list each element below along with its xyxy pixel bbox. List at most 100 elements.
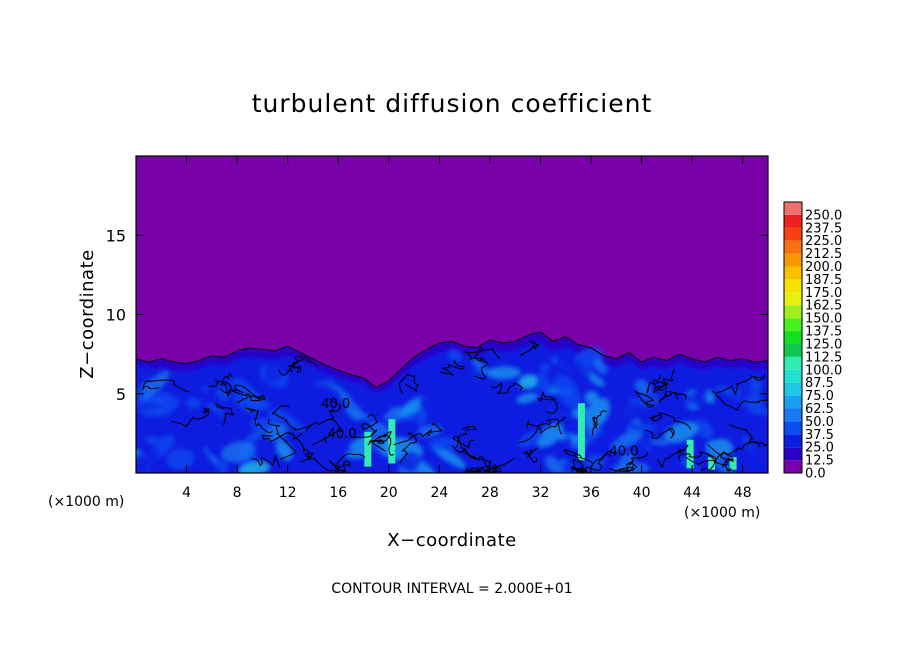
- contour-line: [369, 431, 392, 452]
- colorbar-swatch: [784, 343, 802, 357]
- field-blob: [545, 456, 563, 473]
- field-blob: [207, 444, 220, 457]
- x-tick-label: 4: [182, 485, 191, 501]
- high-value-streak: [729, 457, 737, 470]
- field-blob: [435, 382, 466, 398]
- colorbar-swatch: [784, 227, 802, 241]
- contour-line: [267, 418, 297, 460]
- turbulence-field: 40.0 40.0 40.0: [136, 331, 768, 473]
- contour-line: [367, 434, 394, 456]
- x-axis: 4 8 12 16 20 24 28 32 36 40 44 48: [182, 156, 752, 501]
- field-blob: [619, 453, 635, 469]
- field-blob: [727, 376, 755, 395]
- field-blob: [136, 462, 147, 473]
- contour-line: [570, 466, 584, 473]
- colorbar-level-label: 237.5: [805, 221, 842, 236]
- field-blob: [418, 399, 428, 407]
- field-blob: [400, 451, 421, 472]
- field-blob: [152, 392, 179, 415]
- colorbar-swatch: [784, 460, 802, 473]
- field-blob: [276, 440, 292, 460]
- field-blob: [136, 363, 161, 386]
- x-tick-label: 28: [481, 485, 499, 501]
- contour-line: [393, 423, 443, 446]
- contour-line: [463, 467, 488, 473]
- colorbar-swatch: [784, 331, 802, 344]
- y-tick-label: 15: [106, 226, 126, 245]
- x-tick-label: 24: [430, 485, 448, 501]
- colorbar-level-label: 162.5: [805, 299, 842, 314]
- x-unit-right: (×1000 m): [684, 505, 760, 521]
- x-tick-label: 36: [582, 485, 600, 501]
- field-blob: [221, 441, 256, 462]
- field-blob: [517, 393, 538, 403]
- x-tick-label: 32: [532, 485, 550, 501]
- contour-line: [634, 390, 655, 408]
- colorbar-level-label: 0.0: [805, 467, 826, 482]
- colorbar-level-label: 250.0: [805, 208, 842, 223]
- colorbar: 0.012.525.037.550.062.575.087.5100.0112.…: [783, 201, 842, 482]
- field-blob: [180, 415, 209, 441]
- contour-boundary: [136, 331, 768, 473]
- colorbar-swatch: [784, 279, 802, 293]
- contour-line: [644, 427, 675, 439]
- contour-line: [170, 408, 211, 429]
- colorbar-swatch: [784, 253, 802, 267]
- colorbar-level-label: 200.0: [805, 260, 842, 275]
- contour-line: [141, 379, 189, 393]
- field-blob: [363, 389, 373, 409]
- field-blob: [264, 359, 286, 384]
- field-blob: [611, 429, 643, 451]
- contour-line: [299, 453, 366, 473]
- x-tick-label: 48: [734, 485, 752, 501]
- contour-line: [657, 444, 689, 468]
- field-layer: [136, 341, 768, 473]
- chart-title: turbulent diffusion coefficient: [252, 89, 653, 118]
- field-blob: [719, 407, 737, 428]
- x-tick-label: 44: [683, 485, 701, 501]
- field-blob: [694, 419, 713, 439]
- field-blob: [694, 394, 704, 401]
- field-blob: [564, 435, 572, 443]
- x-axis-label: X−coordinate: [387, 530, 516, 551]
- colorbar-swatch: [784, 369, 802, 383]
- field-blob: [683, 390, 725, 407]
- contour-line: [646, 380, 669, 394]
- field-blob: [432, 445, 466, 468]
- colorbar-swatch: [784, 408, 802, 422]
- contour-line: [491, 381, 523, 394]
- field-blob: [346, 403, 363, 420]
- contour-line: [658, 390, 687, 404]
- colorbar-level-label: 212.5: [805, 247, 842, 262]
- field-blob: [204, 464, 221, 473]
- contour-line: [329, 460, 351, 473]
- colorbar-level-label: 12.5: [805, 454, 834, 469]
- field-blob: [519, 375, 537, 389]
- colorbar-level-label: 25.0: [805, 441, 834, 456]
- field-blob: [677, 407, 691, 420]
- field-blob: [304, 462, 316, 470]
- field-blob: [706, 430, 733, 442]
- contour-line: [305, 397, 341, 432]
- colorbar-level-label: 62.5: [805, 402, 834, 417]
- field-blob: [136, 415, 143, 423]
- colorbar-swatch: [784, 434, 802, 448]
- contour-line: [591, 410, 608, 436]
- contour-line: [563, 448, 612, 467]
- colorbar-swatch: [784, 292, 802, 306]
- contour-line: [716, 374, 766, 396]
- colorbar-level-label: 225.0: [805, 234, 842, 249]
- field-blob: [487, 367, 521, 379]
- field-blob: [309, 429, 329, 452]
- contour-line: [271, 405, 313, 431]
- field-blob: [518, 431, 544, 447]
- colorbar-level-label: 137.5: [805, 325, 842, 340]
- contour-line: [678, 451, 718, 472]
- x-tick-label: 12: [279, 485, 297, 501]
- field-blob: [721, 386, 733, 396]
- contour-line: [452, 436, 480, 461]
- field-blob: [537, 423, 563, 447]
- contour-line: [261, 432, 303, 443]
- high-value-streak: [577, 403, 585, 461]
- colorbar-swatch: [784, 305, 802, 319]
